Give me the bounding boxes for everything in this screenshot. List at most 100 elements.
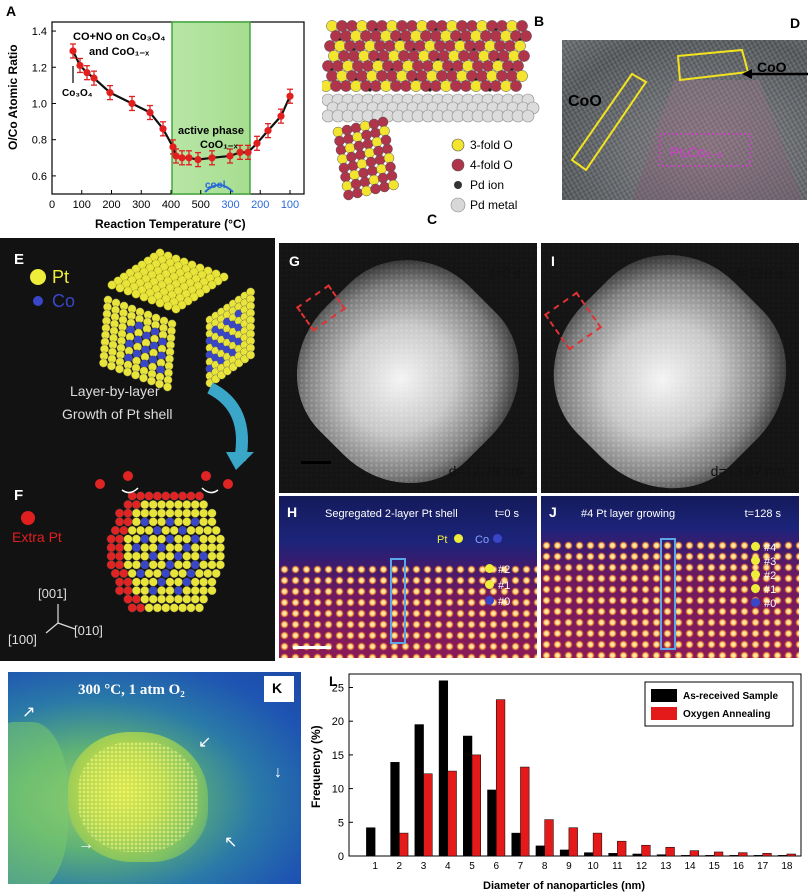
o4-atom: [506, 70, 518, 82]
shell-atom: [115, 508, 125, 518]
shell-atom: [152, 491, 162, 501]
o4-atom: [520, 30, 532, 42]
o3-atom: [454, 40, 466, 52]
shell-atom: [173, 586, 183, 596]
shell-atom: [199, 594, 209, 604]
panel-d-overlay: CoO CoO PtₓCo₁₋ₓ D: [568, 15, 808, 172]
axis-001: [001]: [38, 586, 67, 601]
o4-atom: [516, 20, 528, 32]
cluster-atom: [367, 165, 378, 177]
cluster-atom: [368, 118, 380, 130]
x-tick-label: 200: [102, 199, 120, 211]
o3-atom: [426, 70, 438, 82]
shell-atom: [215, 543, 225, 553]
o4-atom: [396, 20, 408, 32]
shell-atom: [190, 594, 200, 604]
o4-atom: [430, 80, 442, 92]
cluster-atom: [365, 156, 377, 168]
o4-atom: [436, 20, 448, 32]
bar-oxygen-16: [738, 852, 748, 857]
o3-atom: [446, 20, 458, 32]
x-tick-label: 14: [684, 861, 696, 872]
cluster-atom: [383, 152, 395, 164]
cluster-atom: [334, 135, 345, 147]
shell-atom: [115, 551, 125, 561]
o4-atom: [352, 60, 364, 72]
x-tick-label: 4: [445, 861, 451, 872]
x-tick-label: 200: [251, 199, 269, 211]
o4-atom: [476, 70, 488, 82]
o3-atom: [356, 20, 368, 32]
data-point: [159, 125, 167, 133]
shell-atom: [165, 586, 175, 596]
bar-as-received-16: [729, 855, 739, 857]
cluster-atom: [361, 185, 372, 197]
shell-atom: [131, 500, 141, 510]
cluster-atom: [376, 163, 387, 175]
o4-atom: [360, 30, 372, 42]
data-point: [178, 154, 186, 162]
lattice-texture: [562, 40, 807, 200]
data-point: [185, 154, 193, 162]
shell-atom: [152, 603, 162, 613]
shell-atom: [178, 525, 188, 535]
shell-atom: [194, 491, 204, 501]
o4-atom: [468, 50, 480, 62]
shell-atom: [144, 603, 154, 613]
shell-atom: [215, 560, 225, 570]
o4-atom: [406, 20, 418, 32]
bar-as-received-7: [511, 832, 521, 857]
o4-atom: [430, 30, 442, 42]
coo-box-right: [676, 48, 750, 82]
y-tick-label: 15: [332, 750, 344, 762]
shell-atom: [207, 577, 217, 587]
cluster-atom: [340, 171, 351, 183]
o4-atom: [496, 20, 508, 32]
y-tick-label: 5: [338, 817, 344, 829]
o4-atom: [336, 20, 348, 32]
y-tick-label: 1.2: [32, 62, 47, 74]
o3-atom: [424, 40, 436, 52]
panel-label-i: I: [551, 253, 555, 269]
caption-j: #4 Pt layer growing: [581, 508, 676, 520]
shell-atom: [165, 551, 175, 561]
cluster-model: [332, 116, 399, 201]
histogram-legend: As-received Sample Oxygen Annealing: [644, 681, 794, 727]
shell-atom: [173, 508, 183, 518]
shell-atom: [203, 568, 213, 578]
shell-atom: [169, 603, 179, 613]
bar-oxygen-15: [713, 851, 724, 857]
ptco-box: [659, 133, 751, 167]
data-point: [146, 108, 154, 117]
shell-atom: [152, 525, 162, 535]
o3-atom: [514, 40, 526, 52]
x-tick-label: 16: [733, 861, 745, 872]
o3-atom: [470, 30, 482, 42]
x-tick-label: 10: [588, 861, 600, 872]
o4-atom: [348, 50, 360, 62]
shell-atom: [173, 500, 183, 510]
bar-as-received-8: [535, 845, 545, 857]
shell-atom: [203, 525, 213, 535]
o3-atom: [440, 30, 452, 42]
axis-ticks: 0.6 0.8 1.0 1.2 1.4 0 100 200 300 400 500 300 200 100: [32, 26, 299, 211]
o4-atom: [458, 50, 470, 62]
bar-oxygen-7: [520, 766, 530, 857]
x-tick-label: 7: [518, 861, 524, 872]
co-legend-icon: [33, 296, 43, 306]
panel-g-stem: t=0 s d=12.79 nm G: [279, 243, 537, 493]
shell-atom: [182, 508, 192, 518]
shell-atom: [165, 543, 175, 553]
coo-label-right: CoO: [757, 59, 787, 75]
main-particle: [68, 732, 208, 862]
shell-atom: [190, 577, 200, 587]
shell-atom: [140, 500, 150, 510]
o4-atom: [398, 50, 410, 62]
data-point: [172, 152, 180, 160]
o4-atom: [444, 40, 456, 52]
o4-atom: [346, 20, 358, 32]
cluster-atom: [379, 125, 390, 137]
shell-atom: [165, 577, 175, 587]
o3-atom: [492, 60, 504, 72]
